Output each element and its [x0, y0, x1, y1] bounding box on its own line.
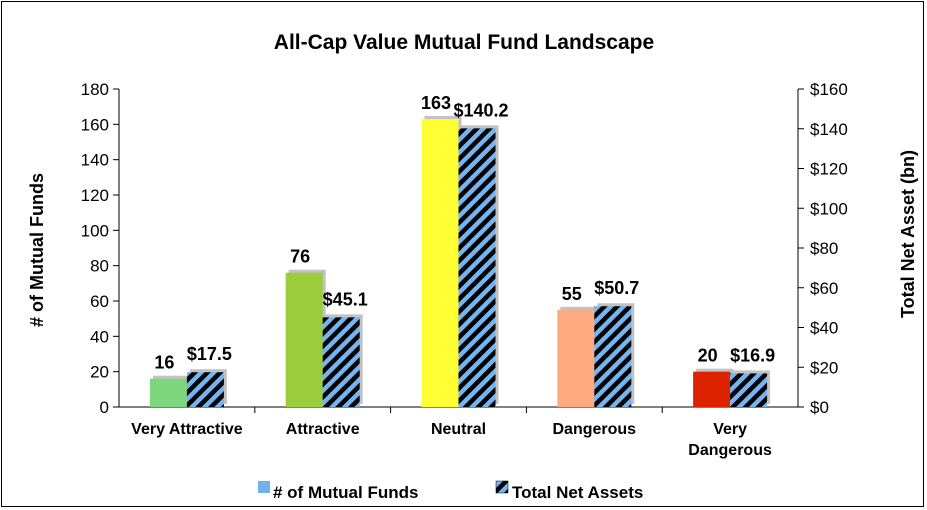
legend: # of Mutual Funds Total Net Assets: [258, 480, 643, 502]
y2-tick-label: $60: [810, 279, 838, 298]
legend-label-funds: # of Mutual Funds: [273, 483, 418, 502]
y-tick-label: 0: [100, 398, 109, 417]
y-tick-label: 120: [81, 186, 109, 205]
funds-data-label: 16: [154, 353, 174, 373]
y2-tick-label: $40: [810, 319, 838, 338]
y2-tick-label: $20: [810, 358, 838, 377]
y-tick-label: 80: [90, 257, 109, 276]
y-axis-title: # of Mutual Funds: [27, 173, 47, 327]
x-tick-label: Dangerous: [553, 421, 637, 438]
assets-data-label: $45.1: [323, 289, 368, 309]
legend-swatch-assets: [495, 480, 509, 494]
y2-tick-label: $140: [810, 120, 848, 139]
funds-data-label: 163: [421, 93, 451, 113]
y2-tick-label: $100: [810, 199, 848, 218]
assets-data-label: $140.2: [453, 100, 508, 120]
y-tick-label: 140: [81, 151, 109, 170]
y2-tick-label: $120: [810, 160, 848, 179]
assets-data-label: $50.7: [594, 278, 639, 298]
assets-bar: [458, 128, 496, 407]
assets-bar: [322, 317, 360, 407]
funds-bar: [285, 272, 323, 407]
funds-bar: [693, 371, 731, 407]
y2-tick-label: $160: [810, 80, 848, 99]
funds-bar: [557, 309, 595, 407]
y2-tick-label: $0: [810, 398, 829, 417]
legend-swatch-funds: [258, 481, 270, 493]
legend-label-assets: Total Net Assets: [512, 483, 643, 502]
y-tick-label: 40: [90, 327, 109, 346]
assets-data-label: $16.9: [730, 345, 775, 365]
y2-axis-title: Total Net Asset (bn): [898, 150, 918, 318]
y-tick-label: 20: [90, 363, 109, 382]
funds-data-label: 20: [698, 346, 718, 366]
y-tick-label: 60: [90, 292, 109, 311]
x-tick-label: Very Attractive: [131, 421, 243, 438]
chart-title: All-Cap Value Mutual Fund Landscape: [274, 31, 654, 54]
y-tick-label: 160: [81, 115, 109, 134]
assets-bar: [594, 306, 632, 407]
funds-bar: [421, 119, 459, 408]
funds-data-label: 76: [290, 247, 310, 267]
assets-bar: [186, 372, 224, 407]
y2-tick-label: $80: [810, 239, 838, 258]
x-tick-label: Neutral: [431, 421, 486, 438]
assets-data-label: $17.5: [187, 344, 232, 364]
assets-bar: [730, 373, 768, 407]
funds-data-label: 55: [562, 284, 582, 304]
y-tick-label: 180: [81, 80, 109, 99]
x-tick-label: Dangerous: [688, 442, 772, 459]
x-tick-label: Attractive: [286, 421, 360, 438]
x-tick-label: Very: [713, 421, 747, 438]
funds-bar: [149, 378, 187, 407]
y-tick-label: 100: [81, 221, 109, 240]
